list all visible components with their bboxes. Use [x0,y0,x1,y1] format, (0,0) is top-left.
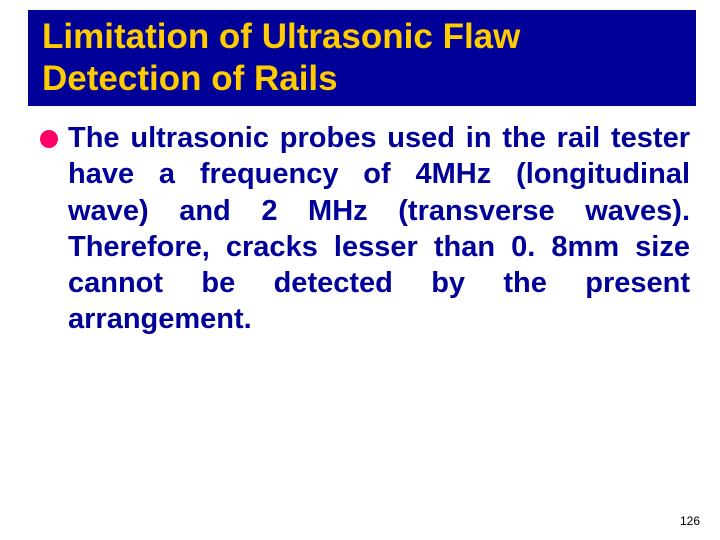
slide-title: Limitation of Ultrasonic Flaw Detection … [42,16,682,100]
bullet-text: The ultrasonic probes used in the rail t… [68,120,690,338]
slide-body: The ultrasonic probes used in the rail t… [40,120,690,338]
bullet-dot-icon [40,130,58,148]
page-number: 126 [680,514,700,528]
title-bar: Limitation of Ultrasonic Flaw Detection … [28,10,696,106]
bullet-item: The ultrasonic probes used in the rail t… [40,120,690,338]
